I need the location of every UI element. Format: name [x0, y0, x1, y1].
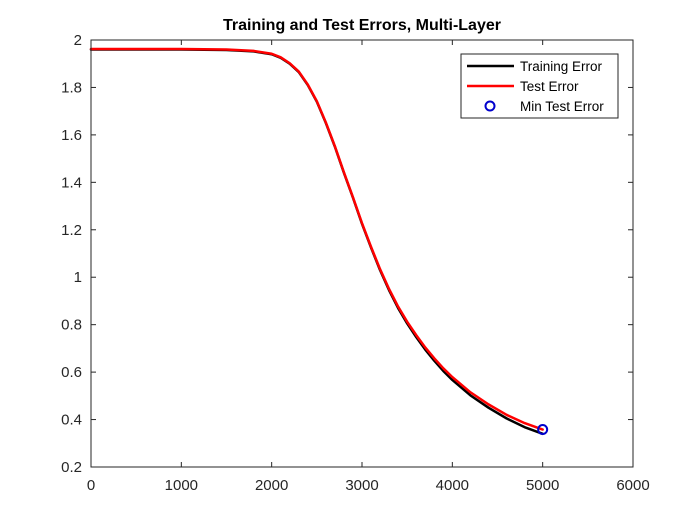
- x-tick-label: 1000: [165, 477, 198, 494]
- y-tick-label: 0.6: [61, 364, 82, 381]
- y-tick-label: 1: [74, 269, 82, 286]
- y-tick-label: 0.8: [61, 317, 82, 334]
- legend: Training Error Test Error Min Test Error: [460, 53, 619, 119]
- y-tick-label: 0.2: [61, 459, 82, 476]
- series-line-test-error: [89, 47, 544, 431]
- chart-title: Training and Test Errors, Multi-Layer: [223, 17, 501, 34]
- series-marker-min-test-error: [537, 424, 549, 436]
- y-tick-label: 1.8: [61, 79, 82, 96]
- y-tick-label: 1.4: [61, 174, 82, 191]
- y-tick-label: 1.2: [61, 222, 82, 239]
- tick-layer: 0 1000 2000 3000 4000 5000 6000 0.2 0.4 0.6 0.8 1 1.…: [61, 32, 650, 494]
- y-tick-label: 1.6: [61, 127, 82, 144]
- x-tick-label: 3000: [345, 477, 378, 494]
- series-layer: [89, 47, 549, 436]
- legend-label-min-test-error: Min Test Error: [520, 99, 604, 114]
- y-tick-label: 2: [74, 32, 82, 49]
- y-tick-label: 0.4: [61, 412, 82, 429]
- x-tick-label: 2000: [255, 477, 288, 494]
- legend-label-training-error: Training Error: [520, 59, 603, 74]
- legend-label-test-error: Test Error: [520, 79, 579, 94]
- x-tick-label: 0: [87, 477, 95, 494]
- x-tick-label: 6000: [616, 477, 649, 494]
- x-tick-label: 4000: [436, 477, 469, 494]
- legend-marker-min-test-error: [484, 100, 496, 112]
- x-tick-label: 5000: [526, 477, 559, 494]
